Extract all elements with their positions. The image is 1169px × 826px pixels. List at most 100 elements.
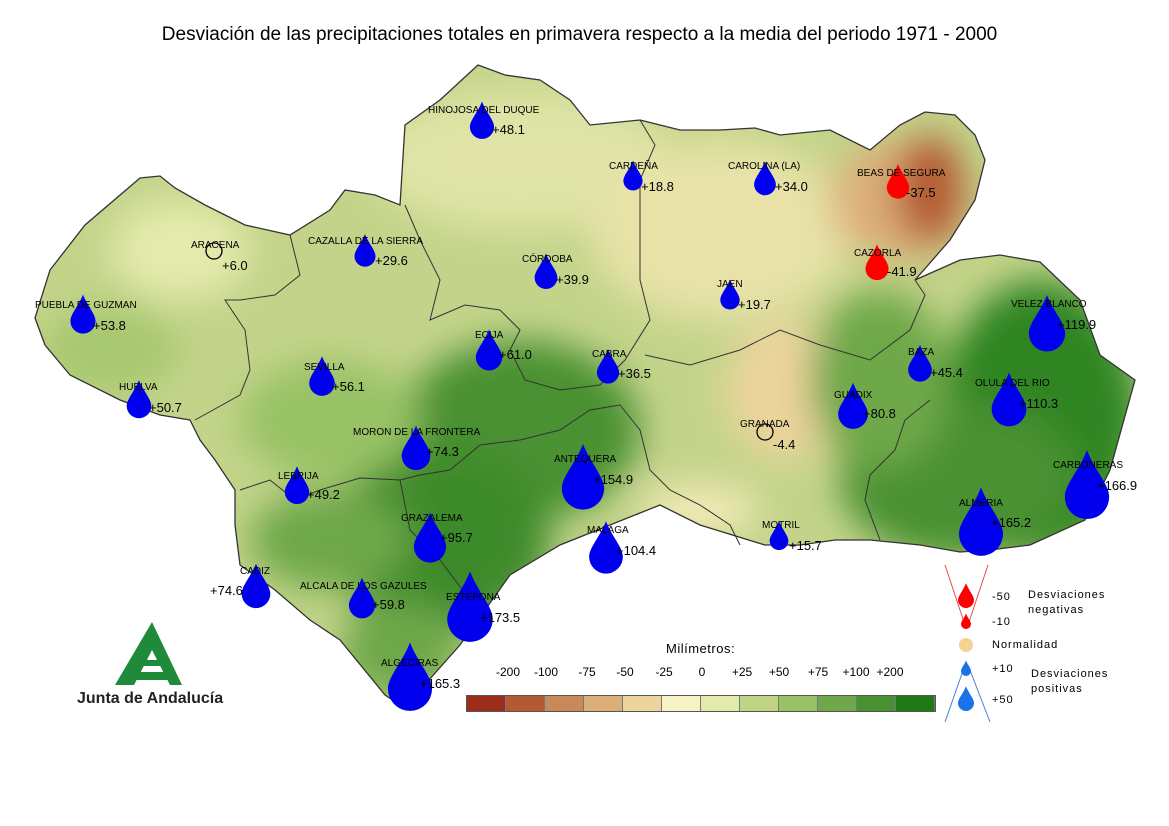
- legend-negative-label-2: negativas: [1028, 604, 1085, 616]
- station-value: +50.7: [149, 400, 182, 415]
- station-marker: ANTEQUERA +154.9: [554, 444, 633, 510]
- scale-swatch: [896, 696, 935, 711]
- station-name: VELEZ BLANCO: [1011, 299, 1087, 310]
- station-marker: VELEZ BLANCO +119.9: [1011, 295, 1096, 352]
- station-name: MORON DE LA FRONTERA: [353, 427, 481, 438]
- station-name: SEVILLA: [304, 362, 345, 373]
- station-name: JAEN: [717, 279, 743, 290]
- positive-drop-icon: [561, 444, 605, 510]
- station-name: LEBRIJA: [278, 471, 319, 482]
- legend-neg50-drop-icon: [958, 583, 974, 608]
- station-value: +165.2: [991, 515, 1031, 530]
- positive-drop-icon: [241, 563, 271, 609]
- station-name: BAZA: [908, 347, 934, 358]
- scale-swatch: [818, 696, 857, 711]
- station-name: MOTRIL: [762, 520, 800, 531]
- station-marker: HUELVA +50.7: [119, 380, 182, 419]
- negative-drop-icon: [865, 244, 889, 281]
- station-marker: ESTEPONA +173.5: [446, 571, 520, 642]
- station-value: +56.1: [332, 379, 365, 394]
- station-marker: PUEBLA DE GUZMAN +53.8: [35, 294, 137, 334]
- legend-positive-label-2: positivas: [1031, 683, 1083, 695]
- scale-swatch: [740, 696, 779, 711]
- station-value: -41.9: [887, 264, 917, 279]
- positive-drop-icon: [958, 487, 1004, 556]
- normal-circle-icon: [205, 242, 223, 260]
- station-name: CÓRDOBA: [522, 252, 573, 265]
- positive-drop-icon: [623, 160, 643, 191]
- station-name: HUELVA: [119, 382, 158, 393]
- stations-layer: HINOJOSA DEL DUQUE +48.1 CARDEÑA +18.8 CAROL…: [35, 101, 1137, 711]
- station-marker: GRAZALEMA +95.7: [401, 512, 473, 563]
- station-name: BEAS DE SEGURA: [857, 168, 946, 179]
- station-value: +53.8: [93, 318, 126, 333]
- station-marker: ECIJA +61.0: [475, 329, 532, 371]
- station-marker: CAROLINA (LA) +34.0: [728, 161, 808, 196]
- legend-pos50-drop-icon: [958, 686, 974, 711]
- scale-swatch: [701, 696, 740, 711]
- positive-drop-icon: [387, 642, 433, 711]
- normal-circle-icon: [756, 423, 774, 441]
- positive-drop-icon: [596, 349, 620, 384]
- station-name: ALGECIRAS: [381, 658, 439, 669]
- station-marker: OLULA DEL RIO +110.3: [975, 372, 1058, 427]
- station-marker: CAZALLA DE LA SIERRA +29.6: [308, 234, 423, 268]
- positive-drop-icon: [447, 571, 493, 642]
- positive-drop-icon: [348, 577, 376, 619]
- station-marker: MOTRIL +15.7: [762, 520, 822, 553]
- station-marker: CADIZ +74.6: [210, 563, 271, 609]
- station-name: CAZALLA DE LA SIERRA: [308, 236, 423, 247]
- scale-title: Milímetros:: [666, 641, 736, 656]
- station-value: +173.5: [480, 610, 520, 625]
- positive-drop-icon: [720, 279, 740, 310]
- station-value: +104.4: [616, 543, 656, 558]
- positive-drop-icon: [309, 356, 335, 396]
- scale-label: -75: [578, 665, 596, 679]
- station-value: +154.9: [593, 472, 633, 487]
- station-value: +39.9: [556, 272, 589, 287]
- scale-swatch: [584, 696, 623, 711]
- legend-value-pos50: +50: [992, 694, 1014, 706]
- station-value: +18.8: [641, 179, 674, 194]
- station-value: +119.9: [1057, 317, 1096, 332]
- station-marker: ARACENA +6.0: [191, 240, 248, 273]
- legend-positive-label-1: Desviaciones: [1031, 668, 1109, 680]
- station-name: CAZORLA: [854, 248, 902, 259]
- station-value: +34.0: [775, 179, 808, 194]
- positive-drop-icon: [475, 329, 503, 371]
- station-marker: CABRA +36.5: [592, 349, 651, 384]
- station-name: ANTEQUERA: [554, 454, 617, 465]
- station-name: CARDEÑA: [609, 159, 658, 172]
- station-marker: CAZORLA -41.9: [854, 244, 917, 281]
- station-name: CADIZ: [240, 566, 270, 577]
- station-value: +48.1: [492, 122, 525, 137]
- negative-drop-icon: [886, 163, 910, 199]
- station-marker: ALGECIRAS +165.3: [381, 642, 460, 711]
- station-value: +36.5: [618, 366, 651, 381]
- scale-swatch: [545, 696, 584, 711]
- station-value: +74.3: [426, 444, 459, 459]
- station-marker: ALMERIA +165.2: [958, 487, 1031, 556]
- positive-drop-icon: [354, 234, 376, 267]
- scale-label: +50: [768, 665, 790, 679]
- station-name: ARACENA: [191, 240, 240, 251]
- station-marker: CARDEÑA +18.8: [609, 159, 674, 194]
- station-name: HINOJOSA DEL DUQUE: [428, 105, 540, 116]
- station-value: -4.4: [773, 437, 795, 452]
- positive-drop-icon: [908, 344, 932, 382]
- positive-drop-icon: [284, 466, 310, 505]
- junta-logo-icon: [115, 622, 182, 685]
- positive-drop-icon: [413, 512, 447, 563]
- scale-swatch: [857, 696, 896, 711]
- station-marker: CARBONERAS +166.9: [1053, 450, 1137, 520]
- scale-swatch: [506, 696, 545, 711]
- station-value: +15.7: [789, 538, 822, 553]
- station-value: +29.6: [375, 253, 408, 268]
- station-marker: GRANADA -4.4: [740, 419, 795, 452]
- station-name: ALCALA DE LOS GAZULES: [300, 581, 427, 592]
- station-marker: JAEN +19.7: [717, 279, 771, 312]
- station-value: +59.8: [372, 597, 405, 612]
- station-name: CABRA: [592, 349, 627, 360]
- legend-normal-label: Normalidad: [992, 639, 1059, 651]
